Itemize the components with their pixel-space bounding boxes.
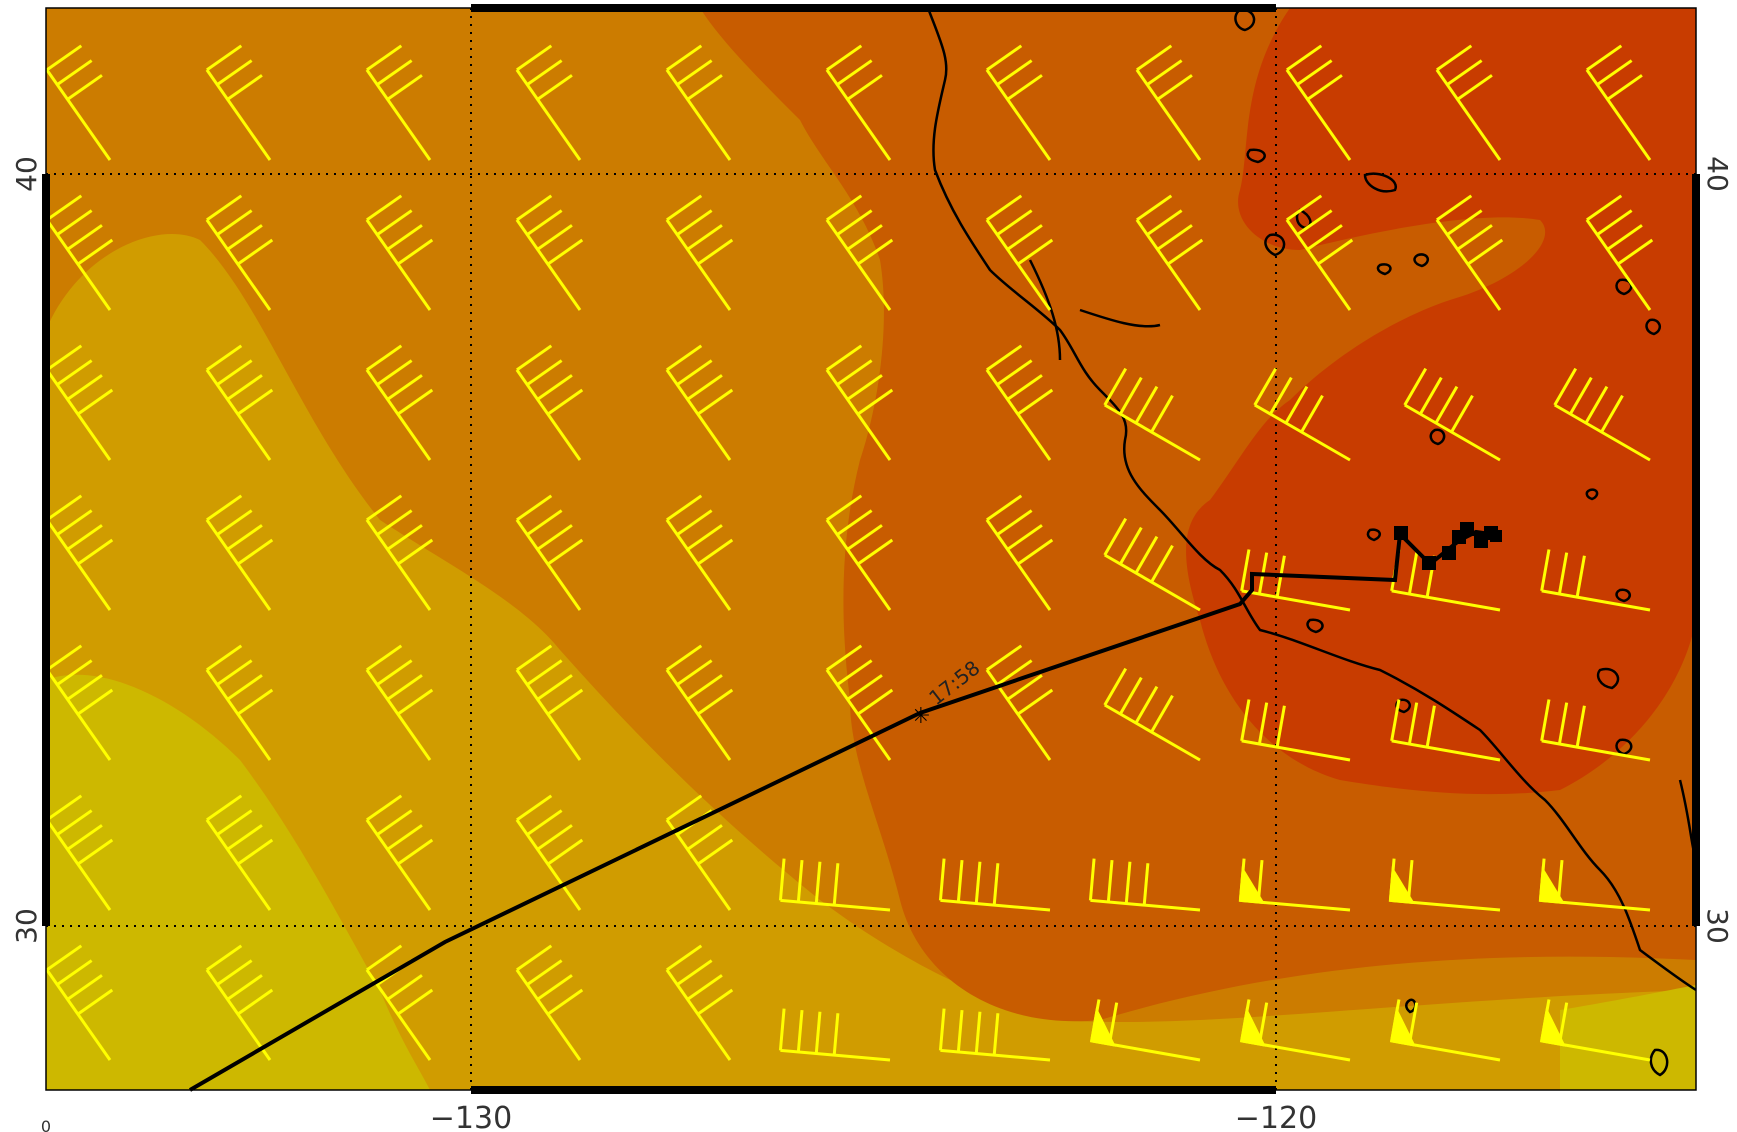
coastline xyxy=(926,8,1696,1077)
wind-barb xyxy=(938,1008,1051,1062)
wind-barb xyxy=(1389,999,1501,1062)
wind-barb xyxy=(1553,367,1651,462)
wind-barb xyxy=(1388,858,1501,912)
wind-barb xyxy=(205,794,274,911)
wind-barb xyxy=(515,194,584,311)
wind-barb xyxy=(515,344,584,461)
wind-barb xyxy=(365,794,434,911)
x-tick-label-2: −120 xyxy=(1235,1101,1317,1132)
wind-barb xyxy=(515,794,584,911)
corner-label: 0 xyxy=(41,1117,51,1132)
graticule xyxy=(46,8,1696,1090)
wind-barb xyxy=(1285,194,1354,311)
wind-barb xyxy=(205,644,274,761)
wind-barb xyxy=(1540,549,1651,612)
y-tick-label-left-2: 30 xyxy=(10,908,43,944)
wind-barb xyxy=(515,494,584,611)
wind-barb xyxy=(985,344,1054,461)
wind-barb xyxy=(825,344,894,461)
wind-barb xyxy=(365,44,432,161)
wind-barb xyxy=(46,194,114,311)
wind-barb xyxy=(778,858,891,912)
wind-barb xyxy=(825,44,892,161)
wind-barb xyxy=(778,1008,891,1062)
wind-barb xyxy=(1539,999,1651,1062)
wind-barb xyxy=(1285,44,1352,161)
wind-barb xyxy=(365,644,434,761)
wind-barb xyxy=(1135,44,1202,161)
wind-barb xyxy=(665,944,734,1061)
wind-barbs xyxy=(46,44,1654,1062)
wind-barb xyxy=(985,494,1054,611)
wind-barb xyxy=(46,644,114,761)
svg-text:✳: ✳ xyxy=(912,704,930,729)
wind-barb xyxy=(46,44,112,161)
wind-barb xyxy=(46,944,114,1061)
contour-band-2 xyxy=(46,234,1696,1090)
wind-barb xyxy=(46,494,114,611)
contour-band-1 xyxy=(46,674,430,1090)
x-tick-label-1: −130 xyxy=(430,1101,512,1132)
wind-barb xyxy=(985,44,1052,161)
wind-barb xyxy=(665,194,734,311)
wind-barb xyxy=(665,794,734,911)
wind-barb xyxy=(46,344,114,461)
wind-barb xyxy=(825,494,894,611)
wind-barb xyxy=(1435,44,1502,161)
wind-barb xyxy=(515,644,584,761)
map-frame xyxy=(42,4,1700,1094)
y-tick-label-right-1: 40 xyxy=(1701,156,1734,192)
wind-barb xyxy=(365,194,434,311)
y-tick-label-right-2: 30 xyxy=(1701,908,1734,944)
contour-band-5 xyxy=(1186,8,1696,795)
wind-barb xyxy=(665,344,734,461)
wind-barb xyxy=(1239,999,1351,1062)
wind-barb xyxy=(1135,194,1204,311)
wind-barb xyxy=(1253,367,1351,462)
wind-barb xyxy=(1238,858,1351,912)
y-tick-label-left-1: 40 xyxy=(10,156,43,192)
wind-barb xyxy=(1390,699,1501,762)
wind-barb xyxy=(1103,367,1201,462)
wind-barb xyxy=(665,644,734,761)
wind-barb xyxy=(665,494,734,611)
wind-barb xyxy=(205,194,274,311)
wind-barb xyxy=(825,644,894,761)
wind-barb xyxy=(1240,699,1351,762)
wind-barb xyxy=(205,44,272,161)
wind-barb xyxy=(515,44,582,161)
wind-barb xyxy=(46,794,114,911)
contour-band-1b xyxy=(1560,985,1696,1090)
wind-barb xyxy=(1538,858,1651,912)
wind-barb xyxy=(365,344,434,461)
wind-barb xyxy=(365,494,434,611)
wind-barb xyxy=(1103,667,1201,762)
wind-barb xyxy=(1103,517,1201,612)
wind-barb xyxy=(515,944,584,1061)
wind-barb xyxy=(1585,44,1652,161)
wind-barb xyxy=(1240,549,1351,612)
wind-barb xyxy=(938,858,1051,912)
flight-track-markers xyxy=(1394,522,1502,570)
wind-barb xyxy=(1540,699,1651,762)
wind-barb xyxy=(1089,999,1201,1062)
wind-barb xyxy=(1435,194,1504,311)
wind-barb xyxy=(985,194,1054,311)
wind-barb xyxy=(1088,858,1201,912)
wind-barb xyxy=(1403,367,1501,462)
wind-barb xyxy=(825,194,894,311)
wind-barb xyxy=(1585,194,1654,311)
wind-barb xyxy=(205,344,274,461)
wind-barb xyxy=(205,944,274,1061)
wind-barb xyxy=(665,44,732,161)
wind-barb xyxy=(205,494,274,611)
